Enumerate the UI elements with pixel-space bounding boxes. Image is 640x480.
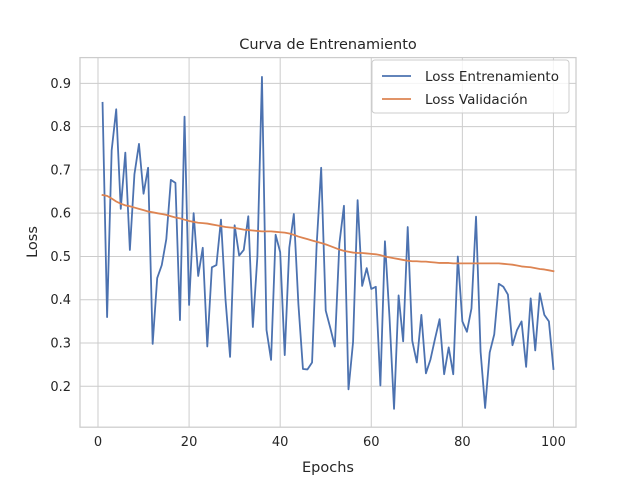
x-tick-label: 60 bbox=[363, 435, 380, 450]
y-axis-label: Loss bbox=[25, 226, 41, 258]
grid bbox=[80, 57, 576, 428]
x-tick-label: 20 bbox=[181, 435, 198, 450]
plot-spine bbox=[79, 56, 577, 428]
legend-label-train: Loss Entrenamiento bbox=[425, 69, 559, 85]
y-tick-label: 0.7 bbox=[50, 163, 71, 178]
x-axis-label: Epochs bbox=[302, 460, 354, 476]
plot-area bbox=[80, 57, 576, 428]
y-axis-ticks: 0.2 0.3 0.4 0.5 0.6 0.7 0.8 0.9 bbox=[50, 77, 71, 395]
x-axis-ticks: 0 20 40 60 80 100 bbox=[94, 435, 566, 450]
chart-title: Curva de Entrenamiento bbox=[239, 37, 417, 53]
y-tick-label: 0.8 bbox=[50, 120, 71, 135]
series-line-val bbox=[101, 193, 555, 273]
y-tick-label: 0.3 bbox=[50, 337, 71, 352]
x-tick-label: 100 bbox=[541, 435, 566, 450]
legend-box bbox=[371, 59, 570, 114]
series-line-train bbox=[101, 75, 555, 410]
x-tick-label: 40 bbox=[272, 435, 289, 450]
series-lines bbox=[101, 75, 555, 410]
y-tick-label: 0.4 bbox=[50, 293, 71, 308]
y-tick-label: 0.9 bbox=[50, 77, 71, 92]
y-tick-label: 0.6 bbox=[50, 207, 71, 222]
legend: Loss Entrenamiento Loss Validación bbox=[371, 59, 570, 114]
x-tick-label: 0 bbox=[94, 435, 102, 450]
y-tick-label: 0.5 bbox=[50, 250, 71, 265]
x-tick-label: 80 bbox=[454, 435, 471, 450]
legend-label-val: Loss Validación bbox=[425, 92, 528, 108]
y-tick-label: 0.2 bbox=[50, 380, 71, 395]
